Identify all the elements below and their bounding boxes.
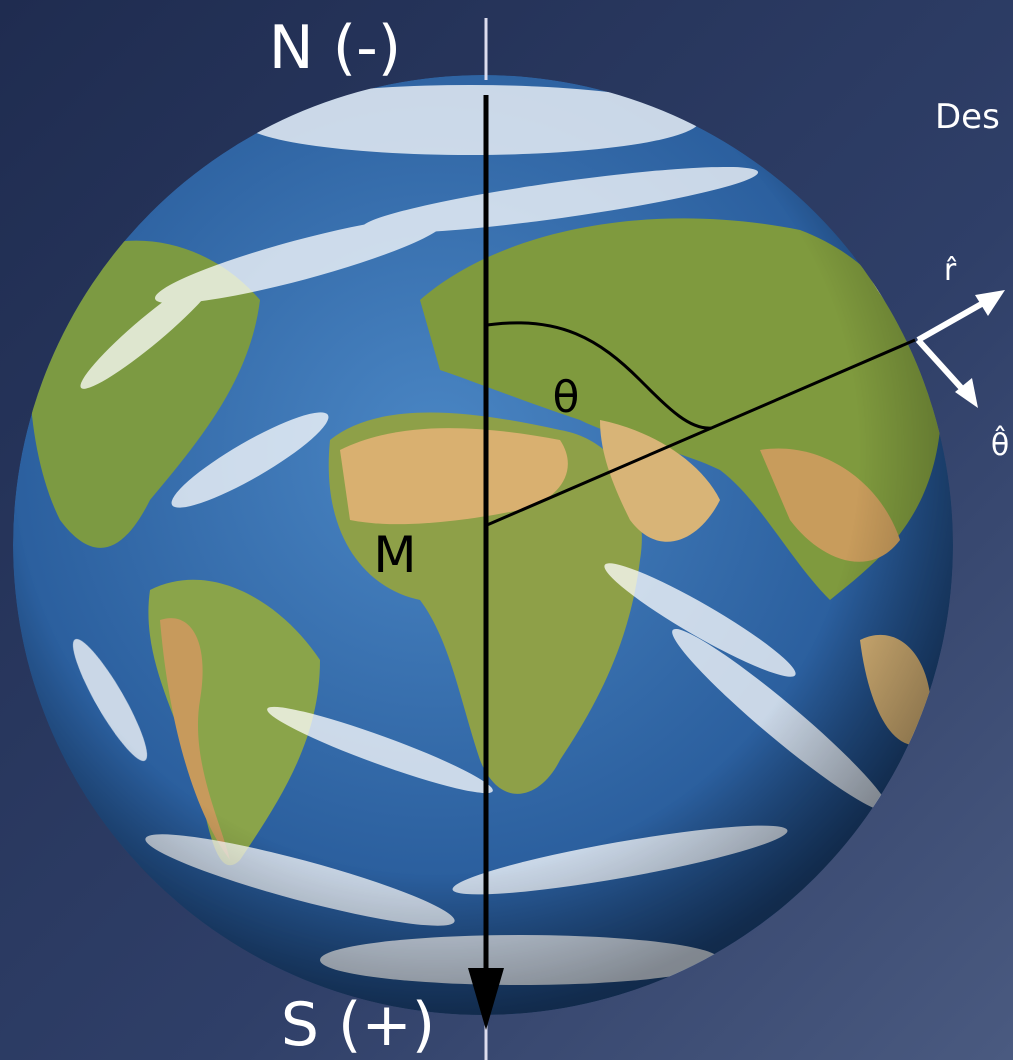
axis-arrowhead [468,968,504,1030]
angle-label: θ [553,372,580,423]
north-label: N (-) [269,13,401,83]
angle-arc [486,321,713,430]
earth [13,75,953,1015]
south-label: S (+) [281,990,435,1060]
moment-label: M [373,526,416,584]
radius-line [486,338,916,527]
corner-text: Des [935,97,1000,137]
theta-hat-label: θ̂ [991,425,1009,463]
unit-vectors [915,290,1005,408]
r-hat-label: r̂ [944,253,957,288]
